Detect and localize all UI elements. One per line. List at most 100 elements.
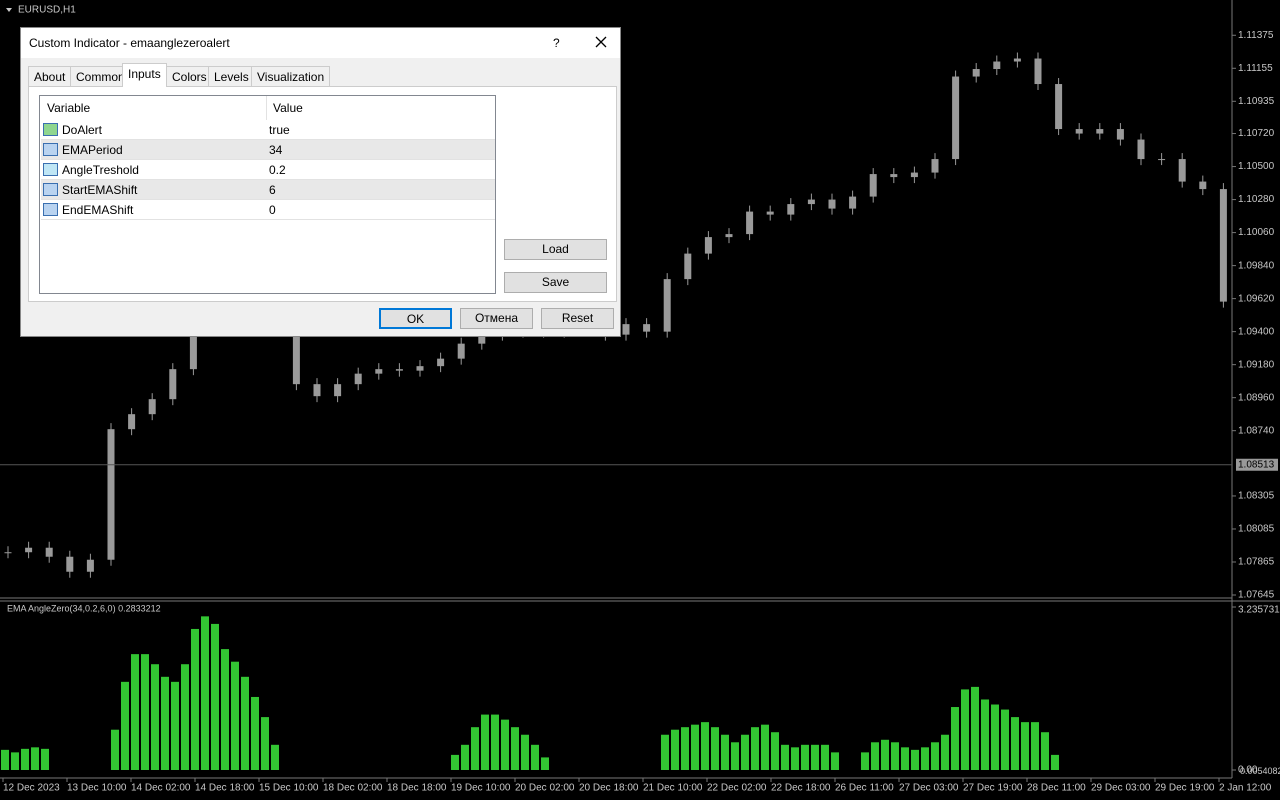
tab[interactable]: Colors <box>166 66 213 86</box>
save-button[interactable]: Save <box>504 272 607 293</box>
tab[interactable]: Common <box>70 66 131 86</box>
histogram-bar <box>131 654 139 770</box>
histogram-bar <box>211 623 219 770</box>
histogram-bar <box>971 686 979 770</box>
candle <box>1075 129 1083 134</box>
close-button[interactable] <box>595 36 607 48</box>
candle <box>478 334 486 344</box>
histogram-bar <box>801 744 809 770</box>
type-icon <box>43 163 58 176</box>
type-icon <box>43 203 58 216</box>
variable-value: true <box>269 123 290 137</box>
time-label: 29 Dec 03:00 <box>1091 783 1151 794</box>
candle <box>45 547 53 557</box>
price-tick-label: 1.10935 <box>1238 96 1275 107</box>
candle <box>890 174 898 178</box>
price-tick-label: 1.10720 <box>1238 128 1275 139</box>
histogram-bar <box>231 661 239 770</box>
cancel-button[interactable]: Отмена <box>460 308 533 329</box>
histogram-bar <box>121 681 129 770</box>
candle <box>849 196 857 209</box>
histogram-bar <box>161 676 169 770</box>
histogram-bar <box>681 727 689 770</box>
help-button[interactable]: ? <box>553 36 560 50</box>
tab-active[interactable]: Inputs <box>122 63 167 87</box>
histogram-bar <box>981 699 989 770</box>
candle <box>4 552 12 554</box>
variable-name: DoAlert <box>62 123 103 137</box>
candle <box>148 399 156 415</box>
histogram-bar <box>221 649 229 770</box>
candle <box>663 279 671 332</box>
histogram-bar <box>181 664 189 770</box>
table-row[interactable]: EndEMAShift 0 <box>41 200 495 220</box>
histogram-bar <box>511 727 519 770</box>
histogram-bar <box>151 664 159 770</box>
reset-button[interactable]: Reset <box>541 308 614 329</box>
histogram-bar <box>481 714 489 770</box>
tab[interactable]: Levels <box>208 66 255 86</box>
variable-value: 0.2 <box>269 163 286 177</box>
histogram-bar <box>471 727 479 770</box>
price-tick-label: 1.10280 <box>1238 194 1275 205</box>
histogram-bar <box>1011 717 1019 770</box>
candle <box>416 366 424 371</box>
candle <box>1055 84 1063 130</box>
table-row[interactable]: EMAPeriod 34 <box>41 140 495 160</box>
price-tick-label: 1.11155 <box>1238 63 1273 74</box>
candle <box>807 199 815 205</box>
variable-value: 0 <box>269 203 276 217</box>
time-label: 19 Dec 10:00 <box>451 783 511 794</box>
histogram-bar <box>881 739 889 770</box>
table-row[interactable]: DoAlert true <box>41 120 495 140</box>
time-label: 29 Dec 19:00 <box>1155 783 1215 794</box>
histogram-bar <box>1041 732 1049 770</box>
variable-name: EndEMAShift <box>62 203 134 217</box>
price-tick-label: 1.08740 <box>1238 425 1275 436</box>
histogram-bar <box>271 744 279 770</box>
histogram-bar <box>201 616 209 770</box>
load-button[interactable]: Load <box>504 239 607 260</box>
dialog-title: Custom Indicator - emaanglezeroalert <box>29 36 230 50</box>
current-price-label: 1.08513 <box>1238 459 1275 470</box>
time-label: 14 Dec 18:00 <box>195 783 255 794</box>
candle <box>189 324 197 370</box>
tab[interactable]: About <box>28 66 72 86</box>
candle <box>86 559 94 572</box>
histogram-bar <box>701 722 709 770</box>
candle <box>128 414 136 430</box>
ok-button[interactable]: OK <box>379 308 452 329</box>
candle <box>375 369 383 374</box>
candle <box>1013 58 1021 62</box>
time-label: 13 Dec 10:00 <box>67 783 127 794</box>
time-label: 27 Dec 03:00 <box>899 783 959 794</box>
variable-name: AngleTreshold <box>62 163 139 177</box>
histogram-bar <box>1001 709 1009 770</box>
table-row[interactable]: AngleTreshold 0.2 <box>41 160 495 180</box>
histogram-bar <box>1021 722 1029 770</box>
histogram-bar <box>1051 754 1059 770</box>
candle <box>684 253 692 280</box>
inputs-table: Variable Value DoAlert true EMAPeriod 34 Ang… <box>39 95 496 294</box>
candle <box>1219 189 1227 302</box>
candle <box>457 343 465 359</box>
symbol-menu-icon[interactable] <box>6 8 12 12</box>
histogram-bar <box>501 719 509 770</box>
tab[interactable]: Visualization <box>251 66 331 86</box>
dialog-titlebar: Custom Indicator - emaanglezeroalert ? <box>21 28 620 58</box>
histogram-bar <box>141 654 149 770</box>
candle <box>910 172 918 178</box>
indicator-dialog: Custom Indicator - emaanglezeroalert ? A… <box>20 27 621 337</box>
variable-value: 6 <box>269 183 276 197</box>
time-label: 12 Dec 2023 <box>3 783 60 794</box>
time-label: 20 Dec 18:00 <box>579 783 639 794</box>
histogram-bar <box>771 732 779 770</box>
histogram-bar <box>751 727 759 770</box>
candle <box>313 384 321 397</box>
histogram-bar <box>521 734 529 770</box>
table-row[interactable]: StartEMAShift 6 <box>41 180 495 200</box>
histogram-bar <box>711 727 719 770</box>
histogram-bar <box>41 748 49 770</box>
indicator-current-value: 0.0054082 <box>1240 766 1280 776</box>
histogram-bar <box>191 628 199 770</box>
